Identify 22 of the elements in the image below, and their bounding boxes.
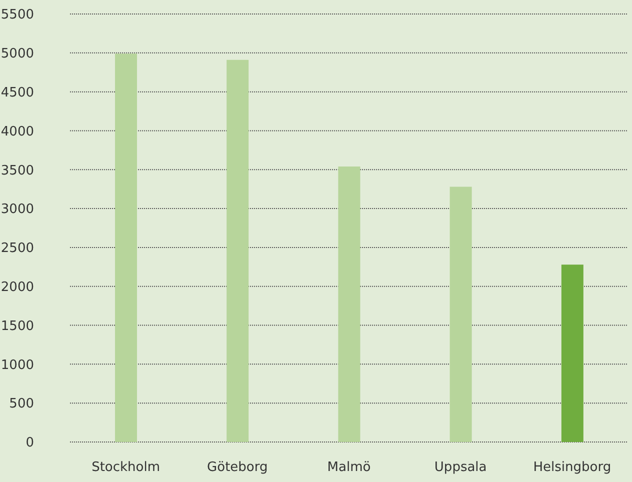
bar (338, 166, 360, 442)
x-tick-label: Göteborg (207, 460, 268, 476)
y-tick-label: 4000 (0, 124, 34, 140)
y-tick-label: 5000 (0, 46, 34, 62)
y-tick-label: 5500 (0, 8, 34, 23)
bar (226, 60, 249, 442)
y-tick-label: 1000 (0, 358, 34, 373)
y-tick-label: 0 (26, 436, 34, 451)
y-tick-label: 500 (9, 396, 34, 412)
x-tick-label: Helsingborg (533, 460, 612, 476)
x-tick-label: Stockholm (92, 460, 160, 476)
x-tick-label: Malmö (327, 460, 371, 476)
bar (561, 264, 584, 442)
bar (450, 186, 472, 442)
y-tick-label: 3000 (0, 202, 34, 218)
y-tick-label: 2000 (0, 280, 34, 295)
y-tick-label: 4500 (0, 85, 34, 100)
y-tick-label: 3500 (0, 163, 34, 178)
y-tick-label: 1500 (0, 318, 34, 334)
bar (115, 54, 137, 442)
x-tick-label: Uppsala (434, 460, 487, 476)
y-tick-label: 2500 (0, 241, 34, 256)
